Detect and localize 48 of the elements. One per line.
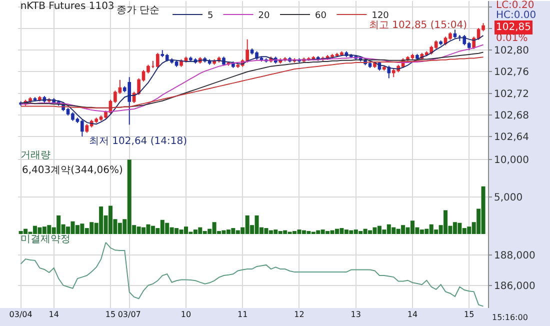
candlestick — [416, 53, 419, 60]
candlestick — [33, 96, 37, 102]
x-tick-label: 15 — [464, 310, 474, 319]
y-tick-label: 186,000 — [494, 280, 536, 292]
text: HC:0.00 — [496, 10, 536, 21]
chart-title: nKTB Futures 1103 — [20, 0, 114, 12]
candlestick — [151, 60, 155, 68]
candlestick — [439, 40, 442, 46]
x-tick-label: 14 — [407, 310, 418, 319]
text: 15:16:00 — [492, 313, 528, 322]
x-tick-label: 15 — [105, 310, 116, 319]
annotation: 최저 102,64 (14:18) — [89, 136, 188, 147]
candlestick — [156, 52, 160, 68]
line-series — [20, 242, 484, 307]
y-tick-label: 102,76 — [494, 67, 529, 78]
chart-title: 미결제약정 — [20, 234, 70, 245]
candlestick — [38, 96, 42, 102]
x-tick-label: 03/07 — [118, 310, 141, 319]
x-tick-label: 03/04 — [9, 310, 32, 319]
line-series — [20, 44, 484, 112]
y-tick-label: 102,68 — [494, 110, 529, 122]
y-tick-label: 102,64 — [494, 132, 529, 143]
y-tick-label: 102,80 — [494, 46, 529, 57]
legend-label: 20 — [258, 11, 270, 22]
legend-title: 종가 단순 — [116, 5, 160, 16]
text: 102,85 — [496, 22, 531, 33]
candlestick — [373, 60, 376, 68]
x-tick-label: 14 — [48, 310, 59, 319]
x-tick-label: 12 — [294, 310, 304, 319]
legend-label: 60 — [315, 11, 327, 22]
annotation: 최고 102,85 (15:04) — [369, 20, 468, 31]
chart-title: 거래량 — [20, 150, 50, 161]
annotation: 6,403계약(344,06%) — [22, 165, 124, 176]
legend-label: 5 — [208, 11, 214, 22]
x-tick-label: 11 — [238, 310, 248, 319]
y-tick-label: 188,000 — [494, 250, 536, 262]
y-tick-label: 5,000 — [494, 192, 523, 204]
x-tick-label: 10 — [180, 310, 192, 319]
line-series — [20, 35, 484, 125]
legend-label: 120 — [372, 11, 390, 22]
candlestick — [382, 65, 386, 72]
candlestick — [458, 34, 462, 42]
x-tick-label: 13 — [350, 310, 361, 319]
y-tick-label: 10,000 — [494, 155, 529, 166]
y-tick-label: 102,72 — [494, 88, 529, 100]
text: LC:0.20 — [496, 0, 534, 11]
text: 0.01% — [496, 33, 528, 44]
candlestick — [453, 29, 457, 39]
